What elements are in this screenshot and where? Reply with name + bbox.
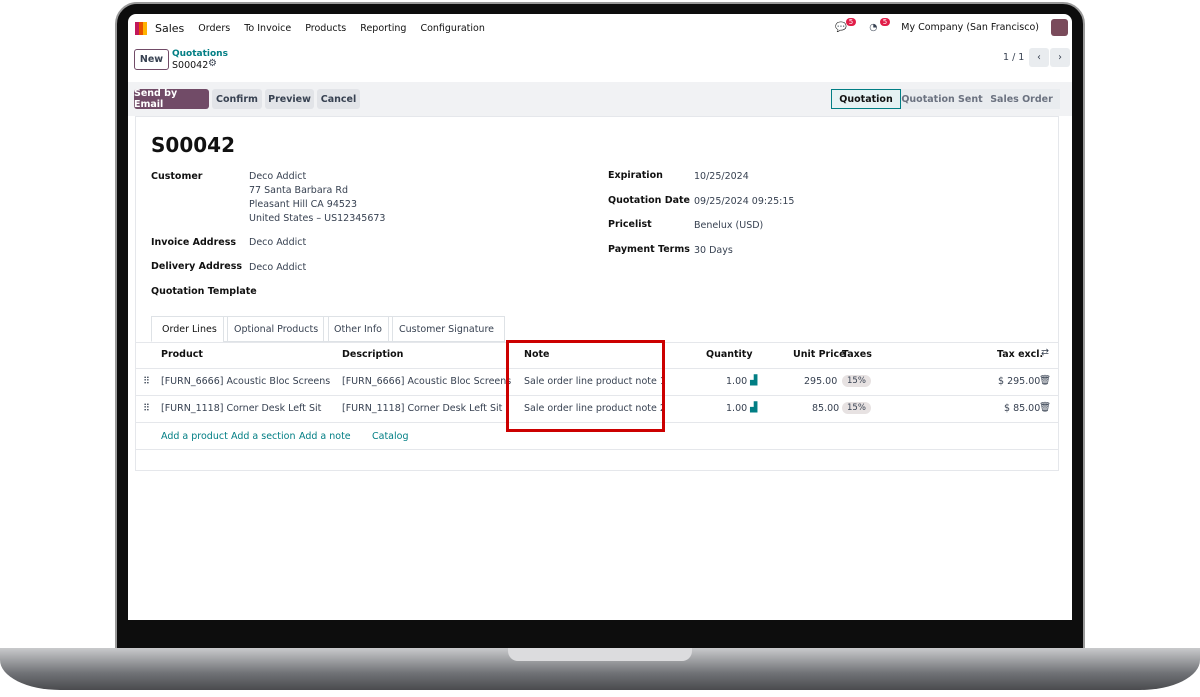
forecast-chart-icon[interactable]: ▟ — [750, 402, 758, 413]
tab-other-info[interactable]: Other Info — [323, 316, 393, 342]
header-description[interactable]: Description — [342, 349, 404, 360]
pager-prev-button[interactable]: ‹ — [1029, 48, 1049, 67]
form-sheet — [135, 116, 1059, 471]
menu-configuration[interactable]: Configuration — [420, 22, 485, 34]
quotation-date-label: Quotation Date — [608, 195, 690, 206]
tab-customer-signature[interactable]: Customer Signature — [388, 316, 505, 342]
pager-next-button[interactable]: › — [1050, 48, 1070, 67]
add-product-link[interactable]: Add a product — [161, 431, 228, 442]
cell-unit-price[interactable]: 85.00 — [812, 403, 840, 414]
delivery-address-field[interactable]: Deco Addict — [249, 262, 307, 273]
breadcrumb-quotations[interactable]: Quotations — [172, 49, 228, 59]
menu-to-invoice[interactable]: To Invoice — [244, 22, 292, 34]
top-navbar: Sales Orders To Invoice Products Reporti… — [128, 14, 1072, 42]
activities-badge: 5 — [879, 17, 891, 26]
delivery-address-label: Delivery Address — [151, 261, 243, 272]
menu-reporting[interactable]: Reporting — [360, 22, 407, 34]
forecast-chart-icon[interactable]: ▟ — [750, 375, 758, 386]
delete-icon[interactable]: 🗑 — [1039, 375, 1052, 386]
activities-icon[interactable]: ◔ 5 — [869, 17, 891, 34]
add-section-link[interactable]: Add a section — [231, 431, 296, 442]
pricelist-label: Pricelist — [608, 219, 652, 230]
cell-product[interactable]: [FURN_6666] Acoustic Bloc Screens — [161, 376, 331, 387]
confirm-button[interactable]: Confirm — [212, 89, 262, 109]
gear-icon[interactable]: ⚙ — [208, 58, 217, 69]
expiration-field[interactable]: 10/25/2024 — [694, 171, 749, 182]
payment-terms-label: Payment Terms — [608, 244, 690, 255]
header-unit-price[interactable]: Unit Price — [793, 349, 846, 360]
optional-columns-icon[interactable]: ⇄ — [1041, 347, 1049, 358]
screen: Sales Orders To Invoice Products Reporti… — [128, 14, 1072, 620]
customer-label: Customer — [151, 171, 203, 182]
header-taxes[interactable]: Taxes — [842, 349, 872, 360]
app-name[interactable]: Sales — [155, 21, 185, 35]
cell-unit-price[interactable]: 295.00 — [804, 376, 838, 387]
sales-app-icon[interactable] — [135, 21, 147, 35]
menu-orders[interactable]: Orders — [198, 22, 231, 34]
cell-note[interactable]: Sale order line product note 1 — [524, 376, 666, 387]
tax-badge[interactable]: 15% — [842, 402, 871, 414]
preview-button[interactable]: Preview — [265, 89, 314, 109]
drag-handle-icon[interactable]: ⠿ — [143, 403, 150, 414]
header-quantity[interactable]: Quantity — [706, 349, 753, 360]
quotation-template-label: Quotation Template — [151, 286, 257, 297]
user-avatar[interactable] — [1051, 19, 1068, 36]
cell-note[interactable]: Sale order line product note 2 — [524, 403, 666, 414]
tab-optional-products[interactable]: Optional Products — [223, 316, 330, 342]
form-title: S00042 — [151, 133, 235, 157]
tab-order-lines[interactable]: Order Lines — [151, 316, 228, 342]
header-note[interactable]: Note — [524, 349, 550, 360]
messages-icon[interactable]: 💬 5 — [835, 17, 857, 34]
customer-name[interactable]: Deco Addict — [249, 171, 307, 182]
cell-quantity[interactable]: 1.00 — [726, 403, 748, 414]
header-tax-excl[interactable]: Tax excl. — [997, 349, 1044, 360]
new-button[interactable]: New — [134, 49, 169, 70]
cancel-button[interactable]: Cancel — [317, 89, 360, 109]
record-name: S00042 — [172, 60, 209, 71]
status-quotation[interactable]: Quotation — [831, 89, 901, 109]
customer-street: 77 Santa Barbara Rd — [249, 185, 349, 196]
invoice-address-field[interactable]: Deco Addict — [249, 237, 307, 248]
cell-description[interactable]: [FURN_6666] Acoustic Bloc Screens — [342, 376, 512, 387]
expiration-label: Expiration — [608, 170, 663, 181]
quotation-date-field[interactable]: 09/25/2024 09:25:15 — [694, 196, 795, 207]
status-quotation-sent[interactable]: Quotation Sent — [901, 89, 983, 109]
status-sales-order[interactable]: Sales Order — [983, 89, 1060, 109]
laptop-notch — [508, 648, 692, 661]
tax-badge[interactable]: 15% — [842, 375, 871, 387]
invoice-address-label: Invoice Address — [151, 237, 237, 248]
pager-value: 1 / 1 — [1003, 52, 1025, 63]
payment-terms-field[interactable]: 30 Days — [694, 245, 733, 256]
cell-description[interactable]: [FURN_1118] Corner Desk Left Sit — [342, 403, 503, 414]
add-note-link[interactable]: Add a note — [299, 431, 351, 442]
company-switcher[interactable]: My Company (San Francisco) — [901, 22, 1039, 33]
divider — [135, 422, 1059, 423]
cell-total: $ 295.00 — [998, 376, 1041, 387]
divider — [135, 368, 1059, 369]
divider — [135, 449, 1059, 450]
divider — [135, 395, 1059, 396]
customer-city: Pleasant Hill CA 94523 — [249, 199, 358, 210]
messages-badge: 5 — [845, 17, 857, 26]
cell-total: $ 85.00 — [1004, 403, 1041, 414]
header-product[interactable]: Product — [161, 349, 203, 360]
send-by-email-button[interactable]: Send by Email — [134, 88, 209, 110]
note-column-highlight — [506, 340, 665, 432]
catalog-link[interactable]: Catalog — [372, 431, 409, 442]
cell-product[interactable]: [FURN_1118] Corner Desk Left Sit — [161, 403, 322, 414]
delete-icon[interactable]: 🗑 — [1039, 402, 1052, 413]
cell-quantity[interactable]: 1.00 — [726, 376, 748, 387]
pricelist-field[interactable]: Benelux (USD) — [694, 220, 764, 231]
customer-country: United States – US12345673 — [249, 213, 386, 224]
drag-handle-icon[interactable]: ⠿ — [143, 376, 150, 387]
menu-products[interactable]: Products — [305, 22, 347, 34]
